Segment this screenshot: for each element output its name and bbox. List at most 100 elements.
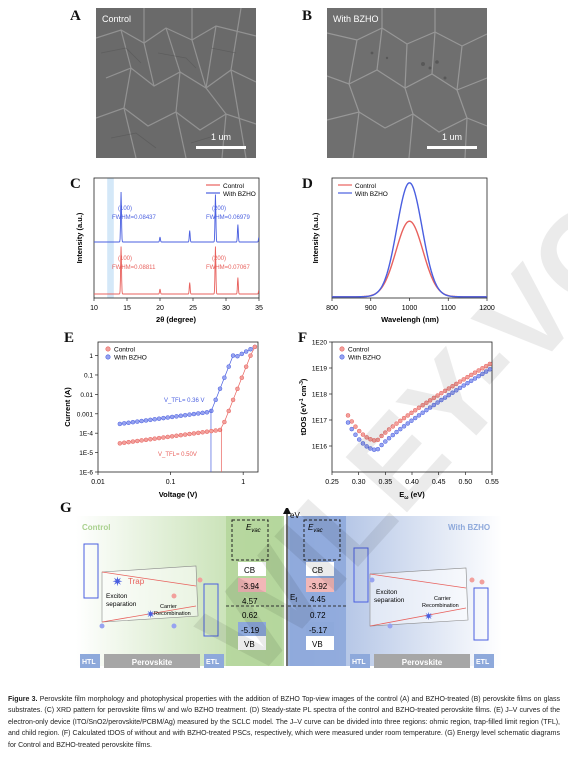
data-point <box>364 444 369 449</box>
panel-label-g: G <box>60 500 72 516</box>
data-point <box>454 381 459 387</box>
data-point <box>461 383 466 388</box>
data-point <box>390 432 396 438</box>
data-point <box>196 430 201 436</box>
trap-label: Trap <box>128 577 145 586</box>
data-point <box>394 429 399 435</box>
sem-texture <box>96 8 256 158</box>
data-point <box>174 433 179 439</box>
vb-line-left <box>101 605 197 623</box>
data-point <box>487 367 493 372</box>
panel-label-b: B <box>302 8 313 24</box>
x-tick-label: 1100 <box>441 305 456 312</box>
hole-dot <box>171 623 177 629</box>
data-point <box>345 413 351 418</box>
data-point <box>476 368 481 373</box>
cb-value-box-control <box>238 578 266 592</box>
bottom-bar-left <box>80 654 100 668</box>
scale-bar-b <box>427 146 477 149</box>
vb-label-bzho: VB <box>312 640 323 649</box>
vb-label-control: VB <box>244 640 255 649</box>
vb-value-box-bzho <box>306 622 334 636</box>
evac-box-control <box>231 519 269 561</box>
carrier-label-left: Carrier Recombination <box>154 604 191 617</box>
data-point <box>427 398 433 403</box>
data-point <box>439 397 444 403</box>
data-point <box>468 378 474 384</box>
electron-dot <box>171 593 177 599</box>
fwhm-100-control: FWHM=0.08811 <box>112 265 156 271</box>
legend-label-control: Control <box>355 183 377 190</box>
data-point <box>121 440 127 445</box>
data-point <box>424 400 429 406</box>
data-point <box>435 393 440 398</box>
etl-bar-right <box>474 654 494 668</box>
sem-image-control: Control 1 um <box>96 8 256 158</box>
x-tick-label: 0.01 <box>91 479 105 486</box>
gap-bot-bzho: 0.72 <box>310 611 326 620</box>
data-point <box>243 364 249 369</box>
data-point <box>383 439 388 444</box>
x-tick-label: 1200 <box>479 305 495 312</box>
htl-label-left: HTL <box>82 659 96 666</box>
data-point <box>130 419 136 425</box>
legend-label-bzho: With BZHO <box>223 191 256 198</box>
plot-frame <box>331 341 493 473</box>
cb-box-bzho <box>306 562 334 576</box>
y-tick-label: 1E-6 <box>79 470 93 477</box>
sem-texture <box>327 8 487 158</box>
vb-box-control <box>238 636 266 650</box>
data-point <box>457 385 463 391</box>
data-point <box>248 353 253 358</box>
etl-bar-left <box>204 654 224 668</box>
data-point <box>209 428 214 434</box>
data-point <box>252 344 258 350</box>
data-point <box>178 432 184 438</box>
exciton-label-left: Exciton separation <box>106 593 137 608</box>
y-tick-label: 1E16 <box>312 444 328 451</box>
data-point <box>405 413 410 418</box>
perovskite-band-right <box>369 567 469 627</box>
data-point <box>217 386 223 391</box>
data-point <box>472 376 478 381</box>
x-tick-label: 900 <box>365 305 377 312</box>
x-tick-label: 0.40 <box>405 479 419 486</box>
electron-dot <box>469 577 475 583</box>
chart-d-pl: 800 900 1000 1100 1200 Control With BZHO Int… <box>311 177 495 324</box>
cb-value-bzho: -3.92 <box>309 582 328 591</box>
perovskite-band-left <box>101 565 199 623</box>
data-point <box>349 419 354 424</box>
electron-dot <box>479 579 485 585</box>
x-tick-label: 1000 <box>402 305 418 312</box>
data-point <box>476 373 481 379</box>
y-axis-label: Intensity (a.u.) <box>75 212 84 263</box>
data-point <box>126 420 131 426</box>
y-tick-label: 1E20 <box>312 340 328 347</box>
data-point <box>235 386 240 392</box>
data-point <box>483 369 489 374</box>
data-point <box>442 388 448 394</box>
highlight-band <box>107 178 114 298</box>
htl-label-right: HTL <box>352 659 366 666</box>
gap-bot-control: 0.62 <box>242 611 258 620</box>
data-point <box>204 410 210 415</box>
data-point <box>152 417 157 422</box>
trap-star-icon-3: ✷ <box>424 611 433 623</box>
data-point <box>178 413 184 419</box>
panel-label-e: E <box>64 330 75 346</box>
diagram-g-energy-levels: eV Control With BZHO Evac Evac CB -3.94 … <box>76 508 502 668</box>
x-tick-label: 15 <box>123 305 131 312</box>
data-point <box>412 415 418 421</box>
perovskite-bar-right <box>374 654 470 668</box>
data-point <box>379 442 384 448</box>
data-point <box>230 353 236 358</box>
data-point <box>121 421 127 426</box>
bottom-bar-right <box>350 654 370 668</box>
sem-image-bzho: With BZHO 1 um <box>327 8 487 158</box>
panel-label-c: C <box>70 176 81 192</box>
data-point <box>398 426 403 432</box>
y-tick-label: 1E19 <box>312 366 328 373</box>
data-point <box>416 405 422 410</box>
data-point <box>416 413 422 418</box>
control-title: Control <box>82 523 110 532</box>
